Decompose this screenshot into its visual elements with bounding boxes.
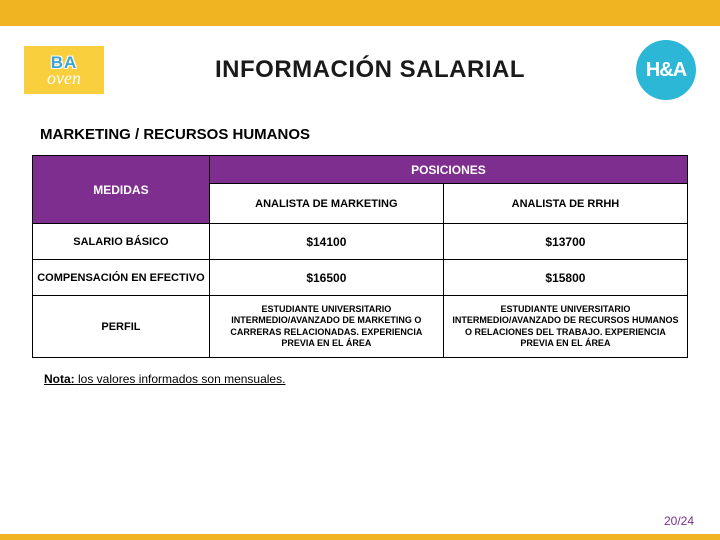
ba-joven-logo: BA oven bbox=[24, 46, 104, 94]
cell-perfil: ESTUDIANTE UNIVERSITARIO INTERMEDIO/AVAN… bbox=[443, 296, 687, 358]
table-row: PERFIL ESTUDIANTE UNIVERSITARIO INTERMED… bbox=[33, 296, 688, 358]
note-label: Nota: bbox=[44, 372, 75, 386]
cell-value: $15800 bbox=[443, 260, 687, 296]
bottom-accent-bar bbox=[0, 534, 720, 540]
table-row: COMPENSACIÓN EN EFECTIVO $16500 $15800 bbox=[33, 260, 688, 296]
col-analista-marketing: ANALISTA DE MARKETING bbox=[209, 184, 443, 224]
table-row: SALARIO BÁSICO $14100 $13700 bbox=[33, 224, 688, 260]
col-analista-rrhh: ANALISTA DE RRHH bbox=[443, 184, 687, 224]
cell-value: $13700 bbox=[443, 224, 687, 260]
ba-logo-script: oven bbox=[47, 69, 81, 87]
cell-perfil: ESTUDIANTE UNIVERSITARIO INTERMEDIO/AVAN… bbox=[209, 296, 443, 358]
row-compensacion: COMPENSACIÓN EN EFECTIVO bbox=[33, 260, 210, 296]
note-text: los valores informados son mensuales. bbox=[75, 372, 286, 386]
top-accent-bar bbox=[0, 0, 720, 26]
th-posiciones: POSICIONES bbox=[209, 156, 687, 184]
th-medidas: MEDIDAS bbox=[33, 156, 210, 224]
cell-value: $16500 bbox=[209, 260, 443, 296]
page-title: INFORMACIÓN SALARIAL bbox=[124, 56, 616, 84]
note: Nota: los valores informados son mensual… bbox=[0, 358, 720, 400]
ha-logo: H&A bbox=[636, 40, 696, 100]
page-number: 20/24 bbox=[664, 514, 694, 528]
row-salario-basico: SALARIO BÁSICO bbox=[33, 224, 210, 260]
section-title: MARKETING / RECURSOS HUMANOS bbox=[0, 108, 720, 151]
row-perfil: PERFIL bbox=[33, 296, 210, 358]
cell-value: $14100 bbox=[209, 224, 443, 260]
salary-table: MEDIDAS POSICIONES ANALISTA DE MARKETING… bbox=[32, 155, 688, 358]
header: BA oven INFORMACIÓN SALARIAL H&A bbox=[0, 26, 720, 108]
ha-logo-text: H&A bbox=[646, 59, 686, 82]
